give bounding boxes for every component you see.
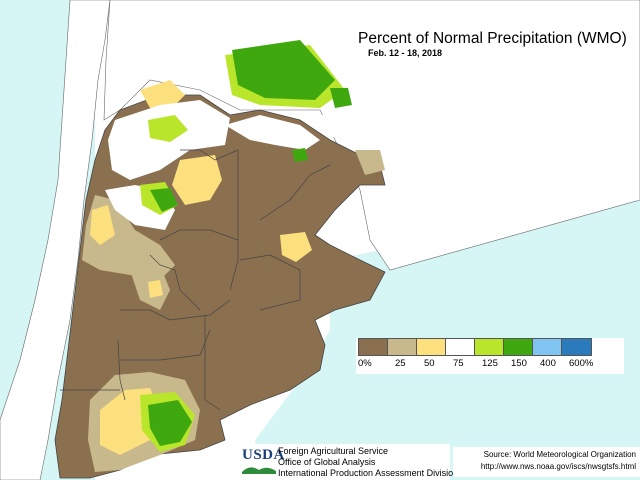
yellow-zone-north [140,80,185,110]
dark-green-zone-paraguay [232,40,335,100]
legend-swatch-2 [417,339,446,355]
legend-swatch-3 [446,339,475,355]
legend-label-0: 0% [358,358,372,369]
usda-credit-block: USDA Foreign Agricultural Service Office… [240,444,458,480]
color-legend: 0% 25 50 75 125 150 400 600% [356,338,624,374]
legend-swatch-4 [475,339,504,355]
light-green-zone-northwest [148,115,188,142]
date-range: Feb. 12 - 18, 2018 [368,48,443,58]
yellow-zone-west [90,205,115,245]
credit-line-2: Office of Global Analysis [278,457,376,467]
usda-logo: USDA [242,447,285,463]
yellow-zone-santafe [280,232,312,262]
legend-label-7: 600% [569,358,594,369]
legend-label-6: 400 [540,358,556,369]
yellow-zone-cordoba [148,280,163,298]
legend-swatch-1 [388,339,417,355]
source-line-2: http://www.nws.noaa.gov/iscs/nwsgtsfs.ht… [480,462,636,471]
legend-swatch-5 [504,339,533,355]
dark-green-zone-northeast [330,88,352,108]
dark-green-zone-south [148,400,192,446]
yellow-zone-salta [172,155,222,205]
legend-swatches [358,338,592,356]
legend-swatch-7 [562,339,591,355]
source-block: Source: World Meteorological Organizatio… [453,447,640,477]
credit-line-3: International Production Assessment Divi… [278,468,459,478]
legend-swatch-6 [533,339,562,355]
legend-label-5: 150 [511,358,527,369]
legend-label-4: 125 [482,358,498,369]
legend-label-3: 75 [453,358,464,369]
legend-label-1: 25 [395,358,406,369]
white-zone-chaco [225,115,320,150]
province-borders [60,149,331,411]
map-title: Percent of Normal Precipitation (WMO) [358,30,627,47]
credit-line-1: Foreign Agricultural Service [278,446,389,456]
legend-label-2: 50 [424,358,435,369]
legend-swatch-0 [359,339,388,355]
tan-zone-east [355,150,385,175]
white-zone-mesopotamia [320,115,360,140]
source-line-1: Source: World Meteorological Organizatio… [483,450,636,459]
usda-logo-hills-icon [242,467,276,474]
chile-land [0,0,111,480]
dark-green-zone-tucuman [150,188,178,212]
dark-green-zone-chaco [292,148,308,162]
